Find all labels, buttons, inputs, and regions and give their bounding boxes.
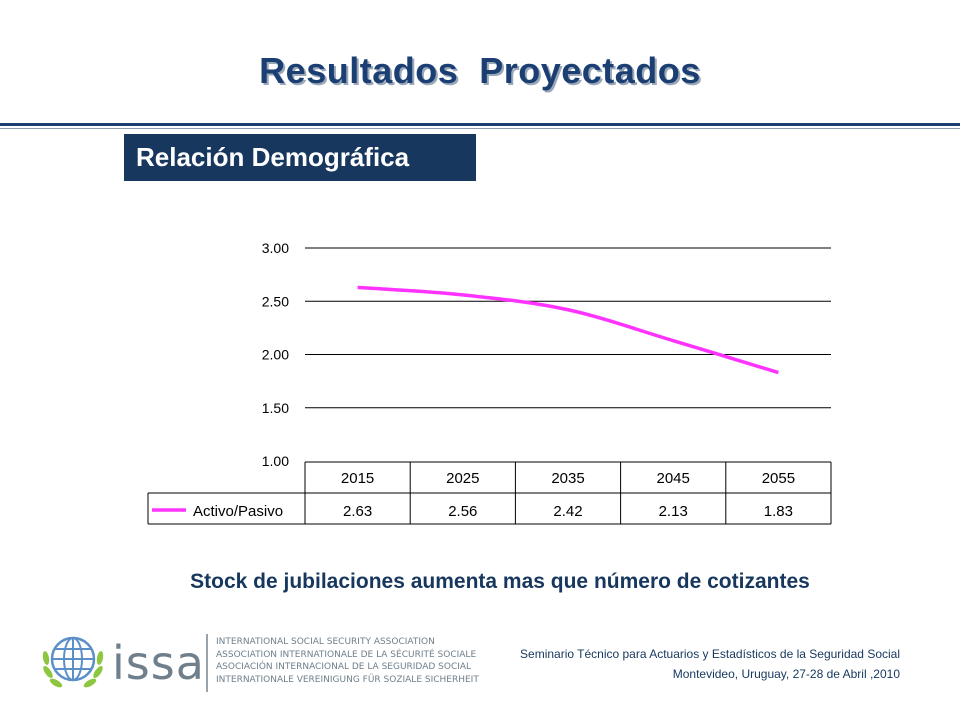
org-line-fr: ASSOCIATION INTERNATIONALE DE LA SÉCURIT…	[216, 649, 477, 660]
x-category-label: 2015	[341, 470, 374, 487]
x-category-label: 2045	[657, 470, 690, 487]
data-table-value: 2.56	[448, 503, 477, 520]
y-tick-label: 2.50	[262, 293, 289, 309]
line-chart: 1.00 1.50 2.00 2.50 3.00 2015 2025 2035 2045 2055…	[147, 240, 832, 525]
data-table-value: 2.63	[343, 503, 372, 520]
seminar-location: Montevideo, Uruguay, 27-28 de Abril ,201…	[672, 667, 900, 681]
issa-logo-text: issa	[112, 636, 205, 690]
data-table-value: 2.42	[553, 503, 582, 520]
x-category-label: 2035	[551, 470, 584, 487]
y-tick-label: 1.50	[262, 400, 289, 416]
globe-logo-icon	[42, 636, 104, 688]
x-category-label: 2025	[446, 470, 479, 487]
y-tick-label: 2.00	[262, 347, 289, 363]
y-tick-label: 3.00	[262, 240, 289, 256]
chart-caption: Stock de jubilaciones aumenta mas que nú…	[190, 570, 810, 593]
section-subtitle: Relación Demográfica	[124, 134, 476, 181]
x-category-label: 2055	[762, 470, 795, 487]
org-line-de: INTERNATIONALE VEREINIGUNG FÜR SOZIALE S…	[216, 674, 479, 685]
organization-names: INTERNATIONAL SOCIAL SECURITY ASSOCIATIO…	[216, 636, 479, 686]
title-rule-thin	[0, 128, 960, 129]
legend-label: Activo/Pasivo	[193, 503, 283, 520]
org-line-en: INTERNATIONAL SOCIAL SECURITY ASSOCIATIO…	[216, 637, 435, 647]
title-rule	[0, 123, 960, 126]
org-line-es: ASOCIACIÓN INTERNACIONAL DE LA SEGURIDAD…	[216, 662, 472, 673]
series-line-activo-pasivo	[357, 285, 779, 375]
data-table-value: 1.83	[764, 503, 793, 520]
slide-title: Resultados Proyectados	[259, 50, 701, 91]
data-table-value: 2.13	[659, 503, 688, 520]
footer-text: Seminario Técnico para Actuarios y Estad…	[520, 644, 900, 684]
y-tick-label: 1.00	[262, 453, 289, 469]
seminar-name: Seminario Técnico para Actuarios y Estad…	[520, 647, 900, 661]
logo-divider	[206, 634, 208, 692]
